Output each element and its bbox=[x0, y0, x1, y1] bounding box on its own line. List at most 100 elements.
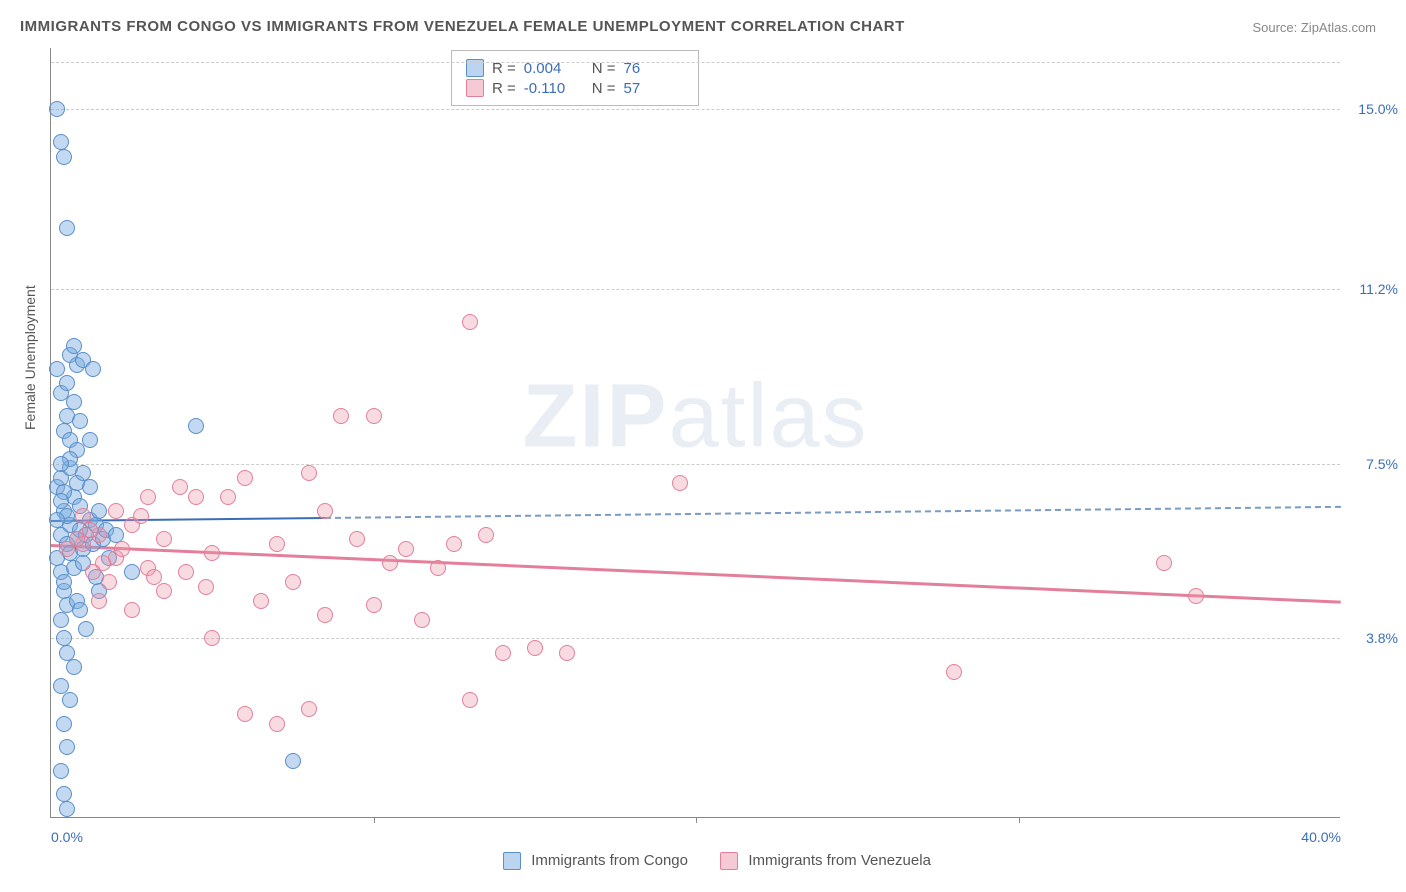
data-point-blue bbox=[56, 716, 72, 732]
data-point-blue bbox=[66, 338, 82, 354]
data-point-pink bbox=[366, 597, 382, 613]
data-point-pink bbox=[237, 470, 253, 486]
data-point-pink bbox=[237, 706, 253, 722]
data-point-pink bbox=[478, 527, 494, 543]
data-point-pink bbox=[559, 645, 575, 661]
data-point-pink bbox=[495, 645, 511, 661]
data-point-blue bbox=[53, 493, 69, 509]
data-point-pink bbox=[91, 593, 107, 609]
regression-line-pink bbox=[51, 544, 1341, 603]
data-point-pink bbox=[59, 541, 75, 557]
x-tick-mark bbox=[696, 817, 697, 823]
legend-swatch-pink bbox=[466, 79, 484, 97]
data-point-blue bbox=[56, 149, 72, 165]
data-point-pink bbox=[430, 560, 446, 576]
data-point-pink bbox=[269, 536, 285, 552]
data-point-blue bbox=[59, 801, 75, 817]
data-point-pink bbox=[75, 508, 91, 524]
data-point-blue bbox=[285, 753, 301, 769]
data-point-pink bbox=[333, 408, 349, 424]
data-point-pink bbox=[114, 541, 130, 557]
legend-n-value-pink: 57 bbox=[624, 80, 684, 97]
data-point-pink bbox=[462, 692, 478, 708]
watermark-zip: ZIP bbox=[522, 367, 668, 467]
data-point-blue bbox=[72, 602, 88, 618]
data-point-blue bbox=[78, 621, 94, 637]
gridline bbox=[51, 62, 1340, 63]
data-point-blue bbox=[56, 574, 72, 590]
data-point-blue bbox=[91, 503, 107, 519]
legend-stats: R = 0.004 N = 76 R = -0.110 N = 57 bbox=[451, 50, 699, 106]
data-point-blue bbox=[59, 375, 75, 391]
data-point-blue bbox=[49, 101, 65, 117]
legend-series-1: Immigrants from Congo bbox=[531, 852, 688, 869]
watermark: ZIPatlas bbox=[522, 366, 868, 469]
x-tick-label: 0.0% bbox=[51, 829, 83, 845]
data-point-pink bbox=[124, 602, 140, 618]
legend-swatch-blue bbox=[503, 852, 521, 870]
data-point-pink bbox=[188, 489, 204, 505]
data-point-pink bbox=[1156, 555, 1172, 571]
legend-r-label: R = bbox=[492, 80, 516, 97]
data-point-pink bbox=[198, 579, 214, 595]
data-point-pink bbox=[462, 314, 478, 330]
data-point-pink bbox=[946, 664, 962, 680]
data-point-blue bbox=[59, 220, 75, 236]
data-point-blue bbox=[66, 394, 82, 410]
data-point-pink bbox=[220, 489, 236, 505]
data-point-pink bbox=[527, 640, 543, 656]
data-point-pink bbox=[382, 555, 398, 571]
gridline bbox=[51, 109, 1340, 110]
data-point-blue bbox=[75, 465, 91, 481]
y-axis-label: Female Unemployment bbox=[22, 285, 38, 430]
data-point-pink bbox=[172, 479, 188, 495]
data-point-pink bbox=[204, 630, 220, 646]
y-tick-label: 7.5% bbox=[1366, 456, 1398, 472]
data-point-blue bbox=[124, 564, 140, 580]
chart-area: ZIPatlas R = 0.004 N = 76 R = -0.110 N =… bbox=[50, 48, 1340, 818]
x-tick-mark bbox=[1019, 817, 1020, 823]
data-point-pink bbox=[253, 593, 269, 609]
data-point-pink bbox=[366, 408, 382, 424]
y-tick-label: 15.0% bbox=[1358, 101, 1398, 117]
data-point-pink bbox=[414, 612, 430, 628]
legend-r-value-pink: -0.110 bbox=[524, 80, 584, 97]
gridline bbox=[51, 289, 1340, 290]
y-tick-label: 11.2% bbox=[1359, 281, 1398, 297]
data-point-blue bbox=[82, 479, 98, 495]
data-point-pink bbox=[349, 531, 365, 547]
data-point-blue bbox=[85, 361, 101, 377]
data-point-blue bbox=[53, 678, 69, 694]
regression-line-blue bbox=[325, 506, 1341, 519]
data-point-blue bbox=[62, 692, 78, 708]
chart-title: IMMIGRANTS FROM CONGO VS IMMIGRANTS FROM… bbox=[20, 18, 905, 35]
data-point-pink bbox=[317, 607, 333, 623]
gridline bbox=[51, 638, 1340, 639]
data-point-blue bbox=[53, 763, 69, 779]
data-point-pink bbox=[204, 545, 220, 561]
data-point-pink bbox=[285, 574, 301, 590]
data-point-blue bbox=[59, 739, 75, 755]
data-point-pink bbox=[672, 475, 688, 491]
data-point-pink bbox=[133, 508, 149, 524]
data-point-blue bbox=[188, 418, 204, 434]
data-point-pink bbox=[156, 531, 172, 547]
data-point-pink bbox=[446, 536, 462, 552]
legend-swatch-pink bbox=[720, 852, 738, 870]
data-point-pink bbox=[156, 583, 172, 599]
data-point-pink bbox=[85, 564, 101, 580]
legend-n-label: N = bbox=[592, 80, 616, 97]
data-point-blue bbox=[72, 413, 88, 429]
legend-series-2: Immigrants from Venezuela bbox=[748, 852, 931, 869]
data-point-pink bbox=[317, 503, 333, 519]
data-point-pink bbox=[108, 503, 124, 519]
data-point-blue bbox=[49, 361, 65, 377]
data-point-pink bbox=[146, 569, 162, 585]
data-point-pink bbox=[301, 701, 317, 717]
legend-series: Immigrants from Congo Immigrants from Ve… bbox=[0, 852, 1406, 870]
gridline bbox=[51, 464, 1340, 465]
data-point-pink bbox=[269, 716, 285, 732]
source-label: Source: ZipAtlas.com bbox=[1252, 20, 1376, 35]
data-point-pink bbox=[101, 574, 117, 590]
watermark-atlas: atlas bbox=[668, 367, 868, 467]
